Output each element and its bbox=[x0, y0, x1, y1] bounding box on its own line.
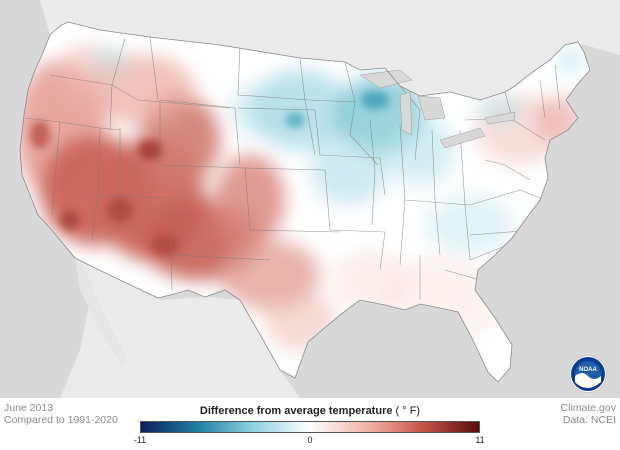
credit-site: Climate.gov bbox=[560, 402, 616, 414]
map-panel: NOAA bbox=[0, 0, 620, 398]
mexico-landmass bbox=[60, 258, 300, 398]
great-lakes bbox=[359, 69, 516, 149]
map-baseline: Compared to 1991-2020 bbox=[4, 414, 118, 426]
legend-title-text: Difference from average temperature bbox=[199, 405, 393, 417]
noaa-emblem-icon: NOAA bbox=[571, 357, 605, 391]
baja-peninsula bbox=[75, 258, 128, 365]
legend-mid-label: 0 bbox=[307, 435, 313, 445]
legend-max-label: 11 bbox=[475, 435, 485, 445]
map-date: June 2013 bbox=[4, 402, 54, 414]
legend-color-bar bbox=[140, 421, 480, 433]
noaa-logo: NOAA bbox=[570, 356, 606, 392]
noaa-logo-text: NOAA bbox=[579, 367, 597, 373]
map-credits: Climate.gov Data: NCEI bbox=[561, 402, 616, 426]
temperature-anomaly-map bbox=[0, 0, 620, 398]
map-caption: June 2013 Compared to 1991-2020 bbox=[4, 402, 118, 426]
credit-source: Data: NCEI bbox=[562, 414, 616, 426]
legend-min-label: -11 bbox=[133, 435, 147, 445]
legend-title: Difference from average temperature ( ° … bbox=[140, 405, 480, 417]
canada-landmass bbox=[0, 0, 620, 100]
legend-unit: ( ° F) bbox=[395, 405, 421, 417]
